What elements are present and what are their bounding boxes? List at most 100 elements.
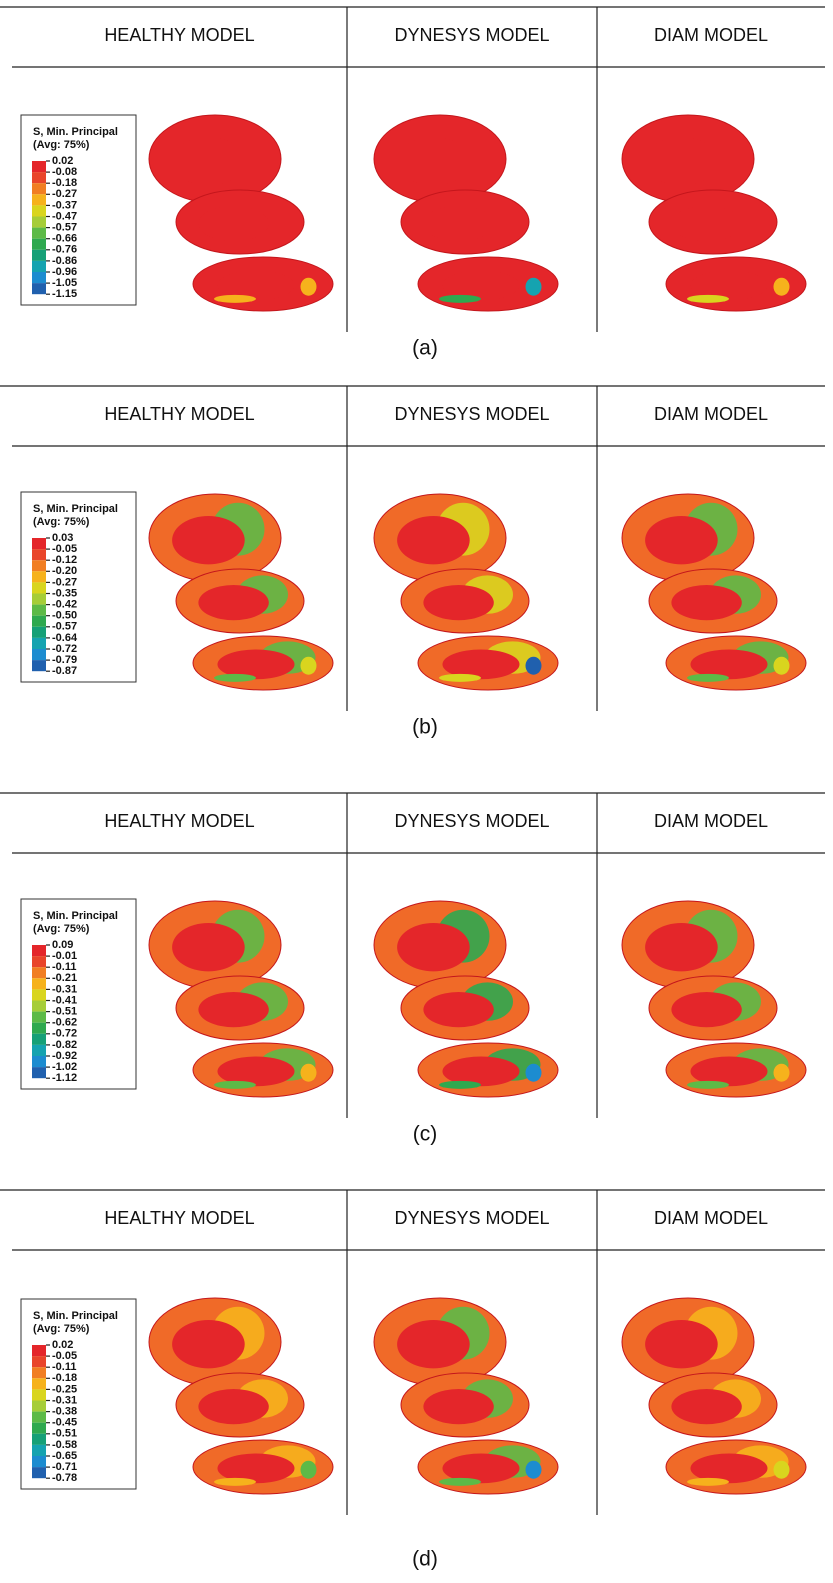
- legend-swatch: [32, 1378, 46, 1389]
- stress-spot: [439, 295, 481, 303]
- column-header: DYNESYS MODEL: [394, 811, 549, 831]
- legend-swatch: [32, 1001, 46, 1012]
- column-header: DIAM MODEL: [654, 25, 768, 45]
- legend-swatch: [32, 616, 46, 627]
- legend-swatch: [32, 594, 46, 605]
- legend-swatch: [32, 250, 46, 261]
- legend-swatch: [32, 228, 46, 239]
- legend-swatch: [32, 549, 46, 560]
- panel-label: (d): [412, 1548, 438, 1571]
- stress-spot: [687, 295, 729, 303]
- legend-swatch: [32, 217, 46, 228]
- legend-swatch: [32, 1367, 46, 1378]
- column-header: DIAM MODEL: [654, 1208, 768, 1228]
- legend-title: S, Min. Principal: [33, 1310, 118, 1322]
- legend-swatch: [32, 1401, 46, 1412]
- stress-spot: [439, 674, 481, 682]
- vertebra-core: [198, 992, 268, 1027]
- stress-spot: [526, 1461, 542, 1479]
- vertebra-core: [172, 516, 245, 564]
- legend-swatch: [32, 956, 46, 967]
- legend-subtitle: (Avg: 75%): [33, 516, 90, 528]
- column-header: HEALTHY MODEL: [104, 404, 254, 424]
- vertebra-core: [671, 1389, 741, 1424]
- vertebra-core: [645, 516, 718, 564]
- legend-swatch: [32, 1445, 46, 1456]
- vertebrae-image: [622, 901, 806, 1097]
- vertebrae-image: [374, 115, 558, 311]
- vertebra-core: [397, 137, 470, 185]
- column-header: HEALTHY MODEL: [104, 1208, 254, 1228]
- legend-swatch: [32, 272, 46, 283]
- column-header: DYNESYS MODEL: [394, 404, 549, 424]
- legend-swatch: [32, 283, 46, 294]
- figure: HEALTHY MODELDYNESYS MODELDIAM MODEL(a)S…: [0, 0, 833, 1583]
- legend-swatch: [32, 1056, 46, 1067]
- vertebrae-image: [149, 494, 333, 690]
- legend-subtitle: (Avg: 75%): [33, 1323, 90, 1335]
- column-header: DIAM MODEL: [654, 811, 768, 831]
- legend-swatch: [32, 538, 46, 549]
- legend-swatch: [32, 161, 46, 172]
- vertebrae-image: [149, 901, 333, 1097]
- legend-swatch: [32, 989, 46, 1000]
- legend-title: S, Min. Principal: [33, 503, 118, 515]
- column-header: DYNESYS MODEL: [394, 1208, 549, 1228]
- legend-value: -0.87: [52, 665, 77, 677]
- vertebra-core: [423, 585, 493, 620]
- legend-title: S, Min. Principal: [33, 126, 118, 138]
- vertebrae-image: [622, 494, 806, 690]
- legend-swatch: [32, 205, 46, 216]
- legend-subtitle: (Avg: 75%): [33, 923, 90, 935]
- stress-spot: [214, 295, 256, 303]
- stress-spot: [439, 1478, 481, 1486]
- vertebra-core: [423, 1389, 493, 1424]
- stress-spot: [214, 1081, 256, 1089]
- vertebra-core: [645, 137, 718, 185]
- stress-spot: [301, 278, 317, 296]
- legend-swatch: [32, 560, 46, 571]
- vertebra-core: [198, 206, 268, 241]
- stress-spot: [774, 278, 790, 296]
- vertebra-core: [397, 923, 470, 971]
- legend-swatch: [32, 1012, 46, 1023]
- legend-swatch: [32, 1412, 46, 1423]
- vertebrae-image: [374, 1298, 558, 1494]
- legend-swatch: [32, 1345, 46, 1356]
- legend-swatch: [32, 183, 46, 194]
- column-header: HEALTHY MODEL: [104, 811, 254, 831]
- vertebra-core: [397, 1320, 470, 1368]
- vertebra-core: [671, 585, 741, 620]
- vertebrae-image: [622, 1298, 806, 1494]
- stress-spot: [301, 657, 317, 675]
- legend-swatch: [32, 582, 46, 593]
- legend-swatch: [32, 261, 46, 272]
- stress-spot: [301, 1461, 317, 1479]
- vertebrae-image: [149, 1298, 333, 1494]
- legend-swatch: [32, 978, 46, 989]
- legend-subtitle: (Avg: 75%): [33, 139, 90, 151]
- vertebrae-image: [622, 115, 806, 311]
- legend-swatch: [32, 172, 46, 183]
- vertebra-core: [172, 137, 245, 185]
- stress-spot: [214, 674, 256, 682]
- legend-swatch: [32, 638, 46, 649]
- stress-spot: [214, 1478, 256, 1486]
- stress-spot: [439, 1081, 481, 1089]
- legend-swatch: [32, 571, 46, 582]
- legend-swatch: [32, 1456, 46, 1467]
- legend-swatch: [32, 1023, 46, 1034]
- legend-title: S, Min. Principal: [33, 910, 118, 922]
- legend-value: -1.15: [52, 288, 77, 300]
- legend-swatch: [32, 649, 46, 660]
- stress-spot: [687, 674, 729, 682]
- stress-spot: [301, 1064, 317, 1082]
- stress-spot: [526, 278, 542, 296]
- legend-swatch: [32, 660, 46, 671]
- vertebra-core: [397, 516, 470, 564]
- vertebrae-image: [374, 901, 558, 1097]
- legend-swatch: [32, 1467, 46, 1478]
- legend-swatch: [32, 967, 46, 978]
- stress-spot: [687, 1478, 729, 1486]
- legend-swatch: [32, 605, 46, 616]
